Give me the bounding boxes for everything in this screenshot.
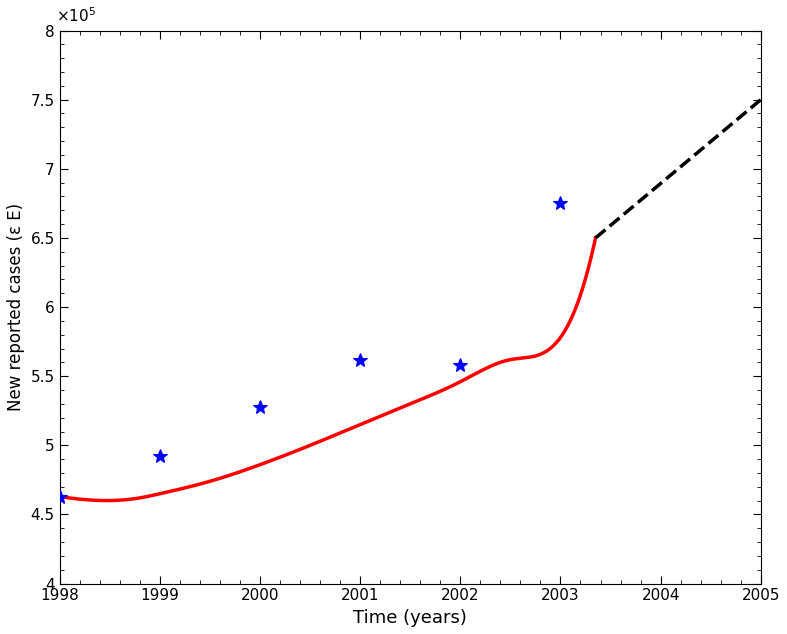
Y-axis label: New reported cases (ε E): New reported cases (ε E) xyxy=(7,203,25,411)
Text: $\times 10^5$: $\times 10^5$ xyxy=(56,6,96,25)
X-axis label: Time (years): Time (years) xyxy=(353,609,467,627)
